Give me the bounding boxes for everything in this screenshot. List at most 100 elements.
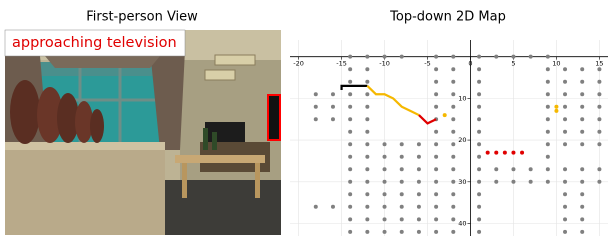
- map-point: [365, 192, 369, 196]
- x-tick-label: -15: [336, 60, 347, 68]
- map-point: [348, 80, 352, 84]
- map-point: [597, 67, 601, 71]
- map-point: [434, 80, 438, 84]
- map-point: [477, 205, 481, 209]
- map-point: [580, 142, 584, 146]
- map-point: [477, 167, 481, 171]
- view-title: First-person View: [86, 10, 198, 25]
- map-point: [383, 205, 387, 209]
- map-point: [348, 92, 352, 96]
- map-point: [511, 167, 515, 171]
- map-point: [546, 55, 550, 59]
- map-point: [365, 180, 369, 184]
- map-point: [365, 142, 369, 146]
- map-point: [477, 142, 481, 146]
- map-point: [546, 92, 550, 96]
- caption: approaching television: [12, 35, 177, 51]
- x-tick-label: 5: [511, 60, 515, 68]
- map-point: [597, 80, 601, 84]
- map-point: [580, 130, 584, 134]
- map-point: [546, 130, 550, 134]
- map-point: [580, 230, 584, 234]
- map-point: [331, 117, 335, 121]
- figure: First-person View: [0, 0, 608, 242]
- map-point: [383, 230, 387, 234]
- map-point: [417, 230, 421, 234]
- map-point: [400, 205, 404, 209]
- map-point: [348, 105, 352, 109]
- map-point: [477, 105, 481, 109]
- map-point: [348, 217, 352, 221]
- y-tick-label: 20: [458, 136, 466, 144]
- map-point: [400, 55, 404, 59]
- map-point: [580, 117, 584, 121]
- map-point: [580, 217, 584, 221]
- map-point: [494, 180, 498, 184]
- x-tick-label: -10: [379, 60, 390, 68]
- map-point: [434, 142, 438, 146]
- map-point: [400, 155, 404, 159]
- x-tick-label: -20: [293, 60, 304, 68]
- map-point: [348, 142, 352, 146]
- map-point: [477, 92, 481, 96]
- map-point: [434, 217, 438, 221]
- map-point: [314, 205, 318, 209]
- map-point: [546, 117, 550, 121]
- map-point: [563, 105, 567, 109]
- map-point: [580, 80, 584, 84]
- map-point: [486, 151, 490, 155]
- map-point: [400, 192, 404, 196]
- map-point: [365, 217, 369, 221]
- map-point: [383, 217, 387, 221]
- map-point: [434, 230, 438, 234]
- map-point: [477, 155, 481, 159]
- map-point: [477, 180, 481, 184]
- map-point: [331, 105, 335, 109]
- map-point: [580, 180, 584, 184]
- map-point: [451, 130, 455, 134]
- map-point: [348, 230, 352, 234]
- map-point: [383, 142, 387, 146]
- map-point: [451, 92, 455, 96]
- map-point: [477, 55, 481, 59]
- map-point: [451, 117, 455, 121]
- map-point: [563, 130, 567, 134]
- map-point: [503, 151, 507, 155]
- map-point: [451, 167, 455, 171]
- map-point: [563, 192, 567, 196]
- map-point: [434, 155, 438, 159]
- map-point: [365, 92, 369, 96]
- map-point: [511, 55, 515, 59]
- map-point: [417, 217, 421, 221]
- page: {"first_person_view": {"title": "First-p…: [0, 0, 608, 242]
- map-point: [511, 180, 515, 184]
- map-point: [314, 105, 318, 109]
- map-point: [563, 142, 567, 146]
- map-point: [314, 117, 318, 121]
- map-point: [383, 155, 387, 159]
- map-point: [348, 117, 352, 121]
- map-point: [451, 217, 455, 221]
- map-point: [546, 67, 550, 71]
- map-point: [554, 109, 558, 113]
- map-point: [365, 205, 369, 209]
- map-point: [348, 67, 352, 71]
- map-point: [417, 205, 421, 209]
- map-point: [580, 67, 584, 71]
- map-point: [348, 205, 352, 209]
- chart-title: Top-down 2D Map: [389, 10, 506, 25]
- map-point: [434, 180, 438, 184]
- map-point: [580, 205, 584, 209]
- map-point: [597, 130, 601, 134]
- map-point: [417, 192, 421, 196]
- map-point: [563, 180, 567, 184]
- map-point: [383, 180, 387, 184]
- map-point: [563, 230, 567, 234]
- map-point: [494, 151, 498, 155]
- map-point: [477, 117, 481, 121]
- map-point: [417, 142, 421, 146]
- map-point: [554, 105, 558, 109]
- map-point: [563, 80, 567, 84]
- map-point: [434, 92, 438, 96]
- map-point: [417, 167, 421, 171]
